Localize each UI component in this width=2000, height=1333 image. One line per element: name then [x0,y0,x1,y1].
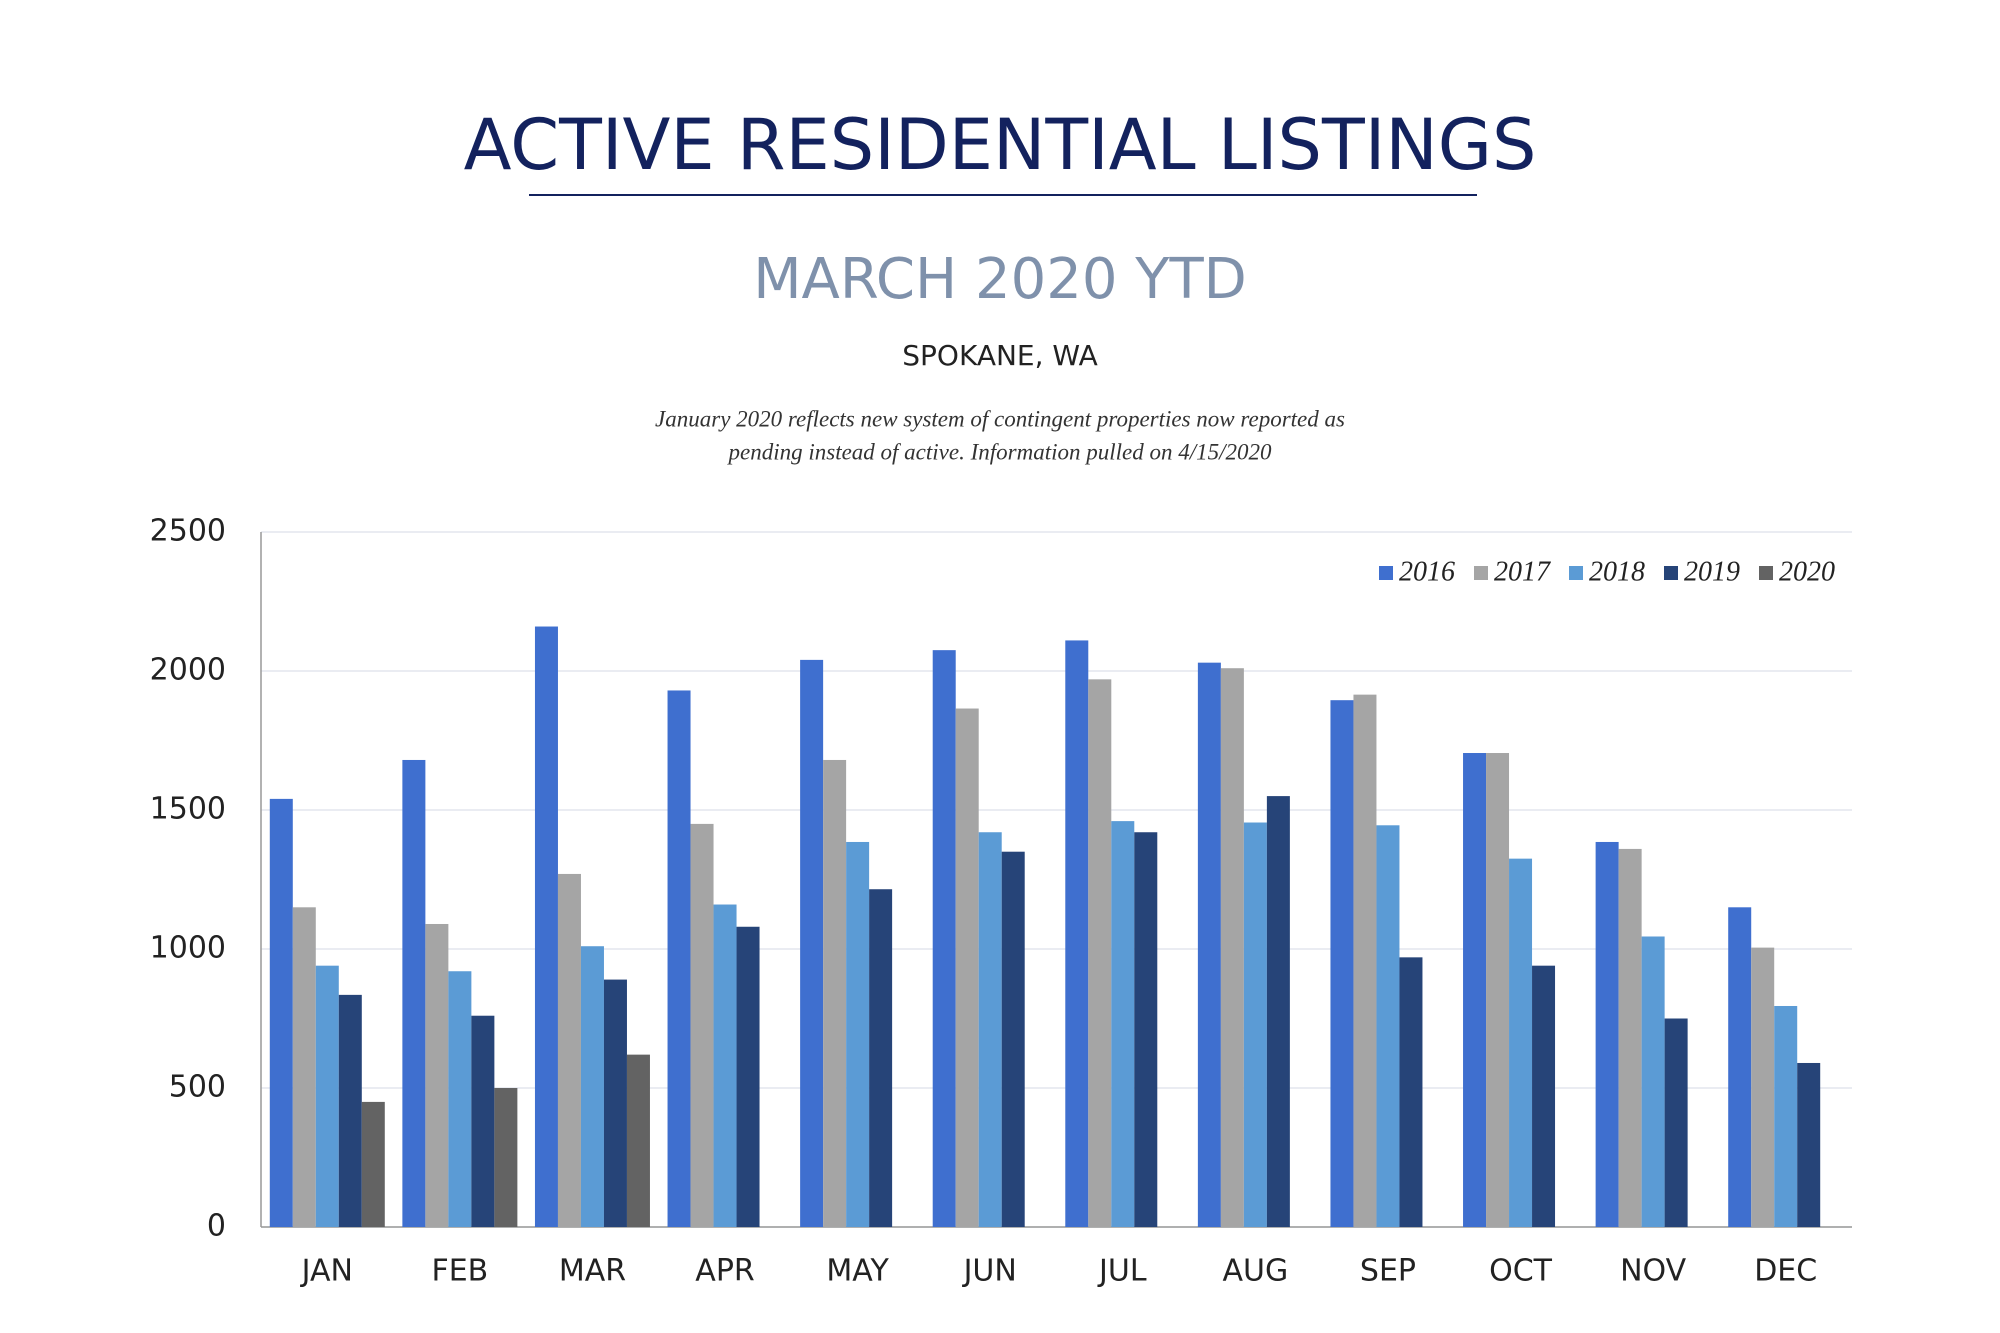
x-tick-label: FEB [431,1254,488,1289]
bar [292,907,316,1227]
chart-title: ACTIVE RESIDENTIAL LISTINGS [464,104,1537,186]
bar [978,832,1002,1227]
note: January 2020 reflects new system of cont… [655,406,1345,431]
bar [448,971,472,1227]
bar [1595,841,1619,1227]
location: SPOKANE, WA [902,339,1097,372]
bar [1088,679,1112,1227]
bar [667,690,691,1227]
x-tick-label: APR [695,1254,754,1289]
chart-subtitle: MARCH 2020 YTD [753,247,1247,312]
bar [361,1101,385,1227]
bar [1399,957,1423,1227]
bar [1774,1005,1798,1227]
bar [1220,668,1244,1227]
bar [1509,858,1533,1227]
bar [1134,832,1158,1227]
x-tick-label: SEP [1360,1254,1416,1289]
bar [713,904,737,1227]
bar [1001,851,1025,1227]
bar [315,965,339,1227]
bar [425,923,449,1227]
bar [1243,822,1267,1227]
bar [580,946,604,1227]
bar [932,650,956,1227]
legend-label: 2019 [1684,556,1740,587]
legend-swatch [1474,566,1488,580]
bar [1664,1018,1688,1227]
bar [1797,1062,1821,1227]
legend-swatch [1664,566,1678,580]
x-tick-label: JUN [962,1254,1017,1289]
bar [800,659,824,1227]
bar [1330,700,1354,1227]
bar [1197,662,1221,1227]
legend-swatch [1379,566,1393,580]
y-tick-label: 1000 [150,931,226,966]
bar [736,926,760,1227]
bar [269,798,293,1227]
bar [626,1054,650,1227]
bar [846,841,870,1227]
bar [869,889,893,1227]
y-tick-label: 2000 [150,653,226,688]
bar [494,1088,518,1227]
bar [1618,848,1642,1227]
bar [1065,640,1089,1227]
x-tick-label: DEC [1754,1254,1817,1289]
x-tick-label: JUL [1097,1254,1147,1289]
y-tick-label: 0 [207,1209,226,1244]
bar [1353,694,1377,1227]
y-tick-label: 2500 [150,514,226,549]
bar [534,626,558,1227]
y-tick-label: 500 [169,1070,226,1105]
x-tick-label: JAN [300,1254,353,1289]
legend-label: 2020 [1779,556,1835,587]
x-tick-label: OCT [1489,1254,1553,1289]
bar [690,823,714,1227]
bar [402,759,426,1227]
bar [1486,753,1510,1227]
bar [1376,825,1400,1227]
bar [557,873,581,1227]
bar [1111,821,1135,1227]
bar [603,979,627,1227]
bar [955,708,979,1227]
legend-label: 2017 [1494,556,1551,587]
bar [1266,796,1290,1227]
bar [471,1015,495,1227]
legend-label: 2018 [1589,556,1645,587]
bar [1728,907,1752,1227]
x-tick-label: MAY [826,1254,889,1289]
legend-swatch [1569,566,1583,580]
note: pending instead of active. Information p… [727,439,1272,464]
x-tick-label: NOV [1620,1254,1687,1289]
bar [1532,965,1556,1227]
bar [1463,753,1487,1227]
x-tick-label: AUG [1223,1254,1289,1289]
y-tick-label: 1500 [150,792,226,827]
bar [338,994,362,1227]
bar [1751,947,1775,1227]
legend-swatch [1759,566,1773,580]
x-tick-label: MAR [559,1254,626,1289]
legend-label: 2016 [1399,556,1455,587]
bar [1641,936,1665,1227]
bar [823,759,847,1227]
